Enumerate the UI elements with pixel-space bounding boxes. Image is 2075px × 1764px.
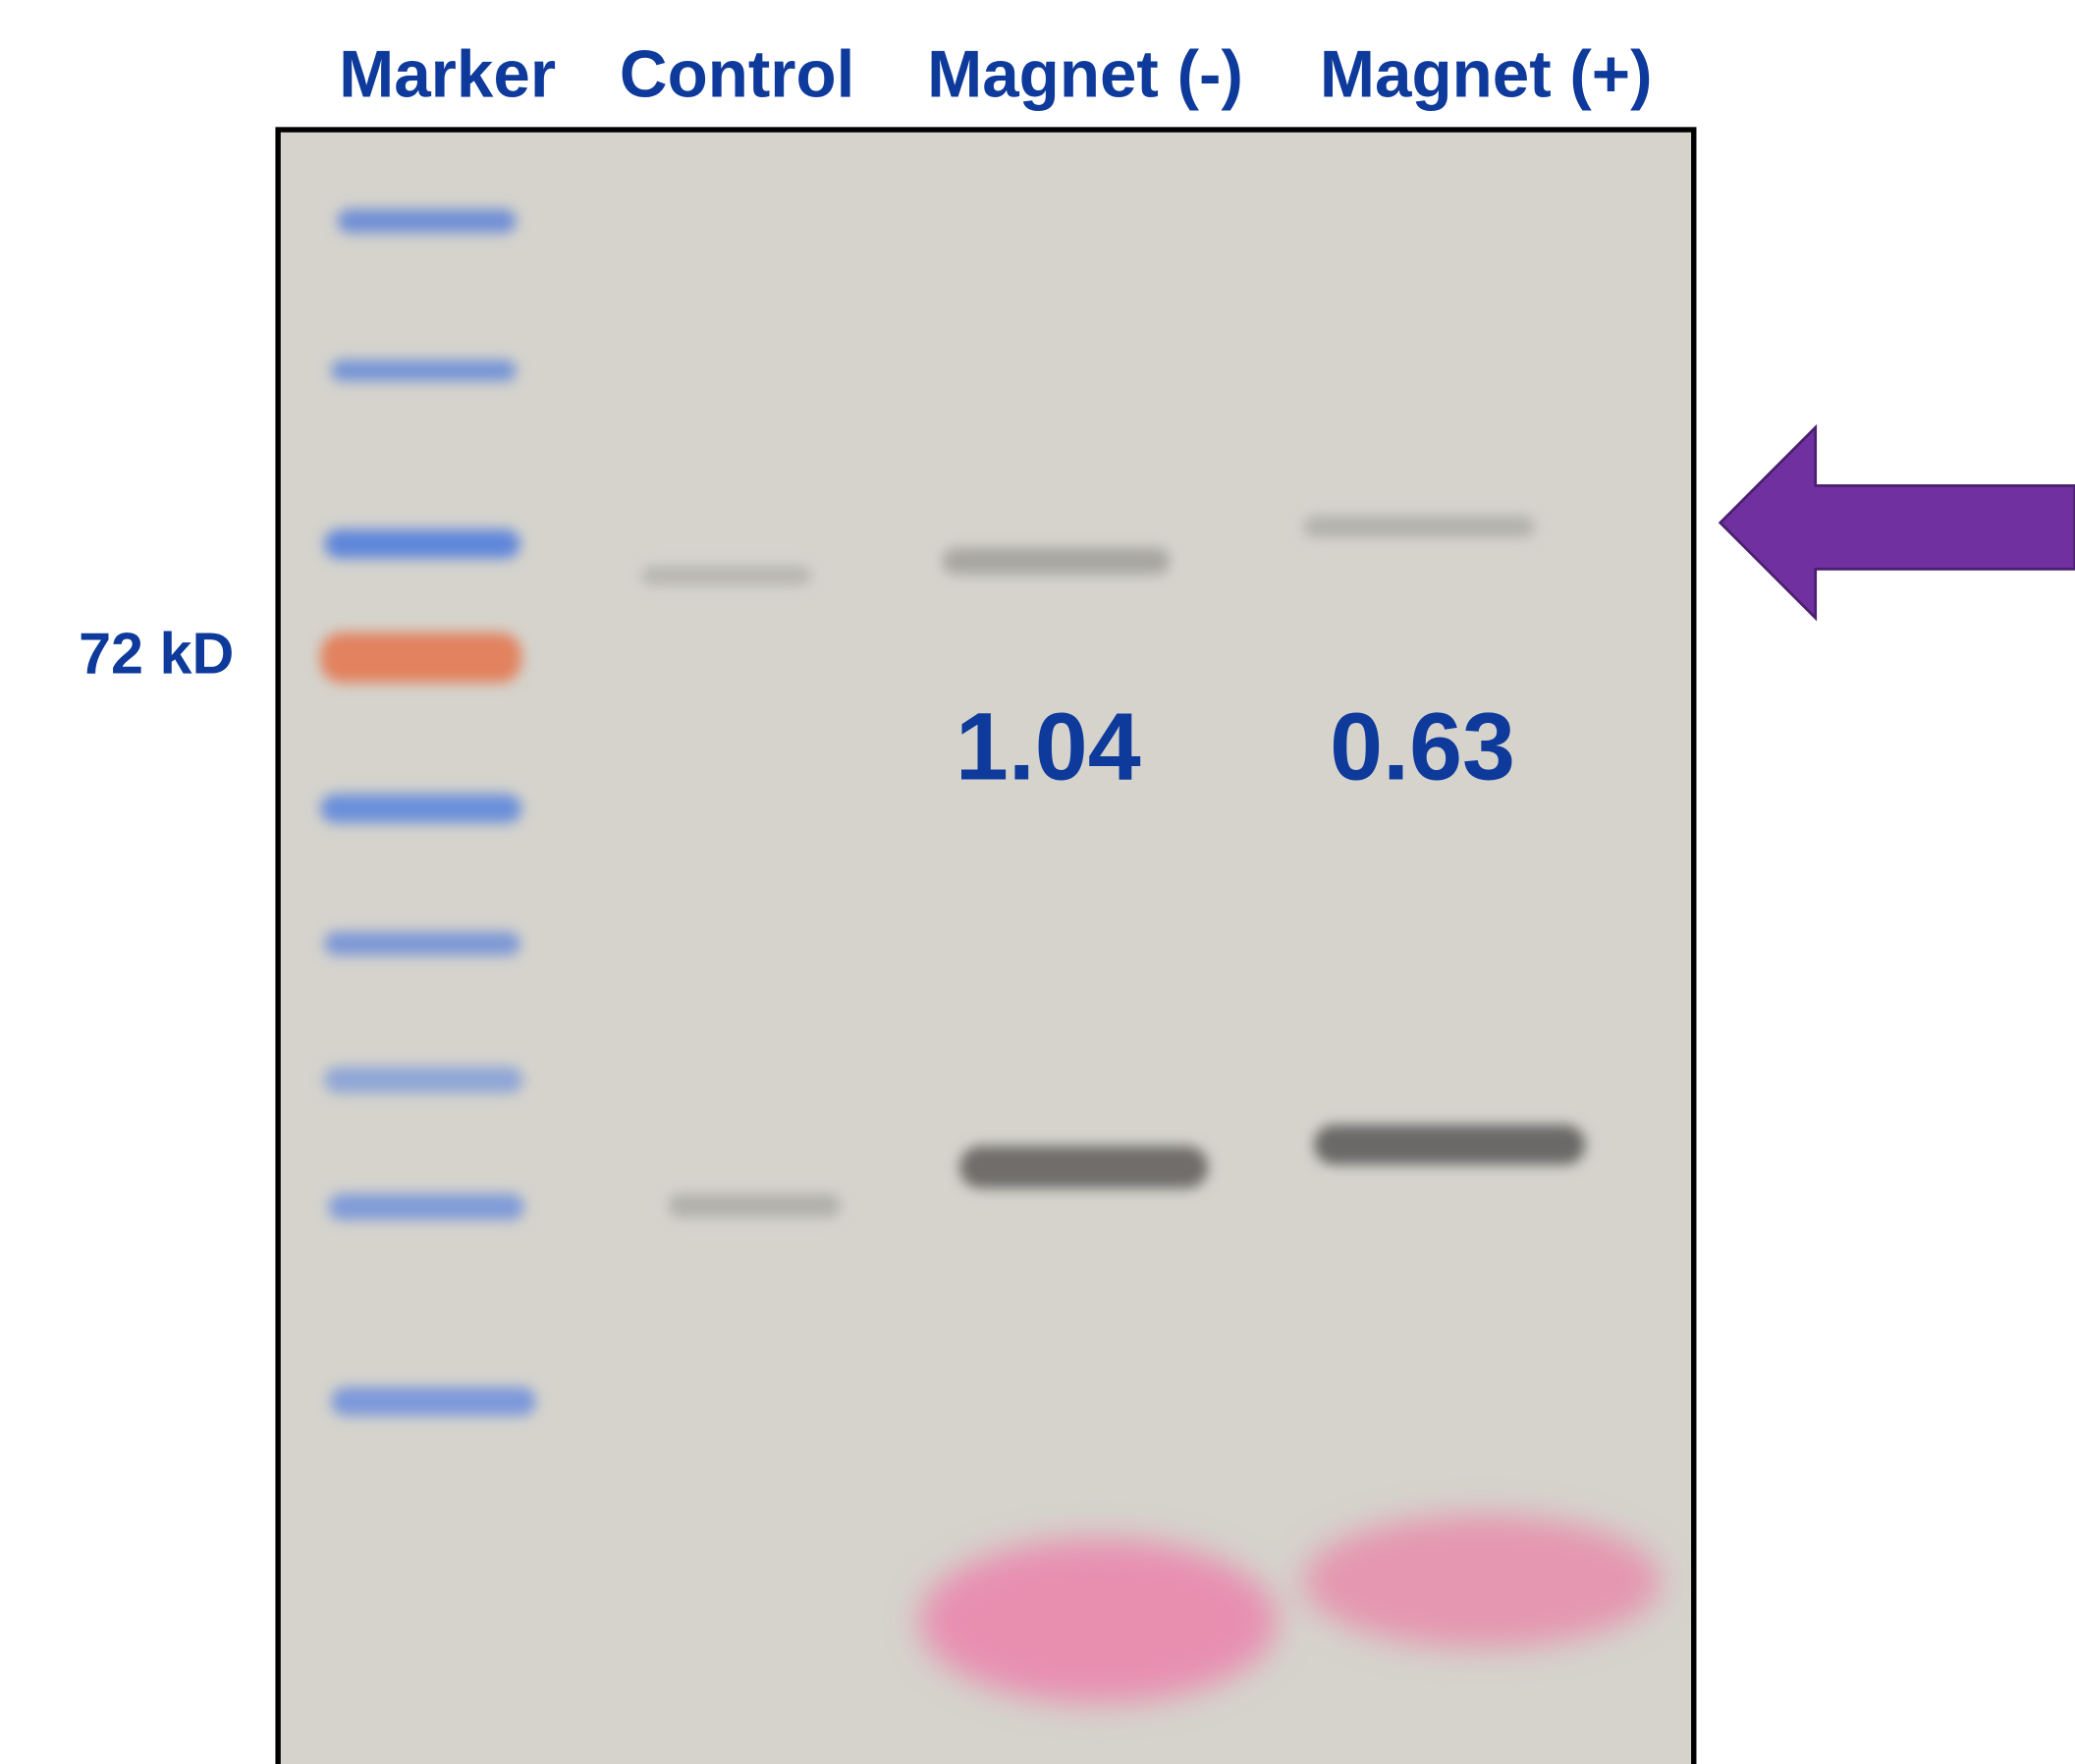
band-value: 1.04 xyxy=(956,693,1141,800)
band xyxy=(642,567,811,585)
band xyxy=(331,359,517,381)
band xyxy=(669,1193,841,1217)
band-value: 0.63 xyxy=(1330,693,1515,800)
lane-label: Marker xyxy=(339,38,556,112)
lane-label: Magnet (+) xyxy=(1320,38,1653,112)
marker-label: 72 kD xyxy=(79,620,234,686)
figure: Marker Control Magnet (-) Magnet (+) 72 … xyxy=(0,0,2075,1764)
band xyxy=(942,548,1170,575)
lane-label: Control xyxy=(620,38,854,112)
stain xyxy=(920,1539,1278,1703)
band xyxy=(1314,1125,1585,1164)
arrow xyxy=(1720,427,2075,618)
page: Marker Control Magnet (-) Magnet (+) 72 … xyxy=(0,0,2075,1764)
band xyxy=(328,1193,523,1220)
band xyxy=(324,932,519,956)
band xyxy=(1303,516,1535,537)
band xyxy=(324,1067,522,1093)
band xyxy=(320,794,521,823)
band xyxy=(320,633,521,683)
stain xyxy=(1303,1516,1661,1648)
band xyxy=(338,209,517,233)
band xyxy=(959,1146,1208,1188)
band xyxy=(331,1387,536,1416)
lane-label: Magnet (-) xyxy=(927,38,1243,112)
band xyxy=(324,529,519,559)
